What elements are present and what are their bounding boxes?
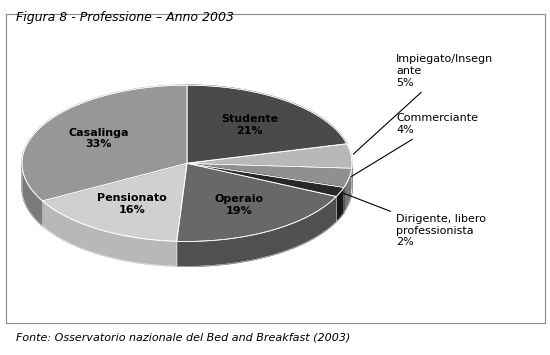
FancyBboxPatch shape <box>6 14 544 323</box>
Text: Dirigente, libero
professionista
2%: Dirigente, libero professionista 2% <box>343 193 486 247</box>
Text: Fonte: Osservatorio nazionale del Bed and Breakfast (2003): Fonte: Osservatorio nazionale del Bed an… <box>16 332 351 342</box>
Text: Impiegato/Insegn
ante
5%: Impiegato/Insegn ante 5% <box>353 54 493 154</box>
Text: Commerciante
4%: Commerciante 4% <box>351 114 478 176</box>
Text: Operaio
19%: Operaio 19% <box>214 194 263 216</box>
Polygon shape <box>42 163 187 241</box>
Polygon shape <box>187 85 347 163</box>
Polygon shape <box>187 163 344 197</box>
Text: Studente
21%: Studente 21% <box>221 114 278 136</box>
Polygon shape <box>187 144 352 168</box>
Text: Pensionato
16%: Pensionato 16% <box>97 193 167 215</box>
Polygon shape <box>344 168 351 212</box>
Polygon shape <box>22 164 42 226</box>
Polygon shape <box>22 85 187 201</box>
Polygon shape <box>177 197 336 266</box>
Text: Figura 8 - Professione – Anno 2003: Figura 8 - Professione – Anno 2003 <box>16 11 234 24</box>
Text: Casalinga
33%: Casalinga 33% <box>69 128 129 149</box>
Polygon shape <box>177 163 336 241</box>
Polygon shape <box>336 187 344 222</box>
Ellipse shape <box>22 110 352 266</box>
Polygon shape <box>42 201 177 266</box>
Polygon shape <box>187 163 351 187</box>
